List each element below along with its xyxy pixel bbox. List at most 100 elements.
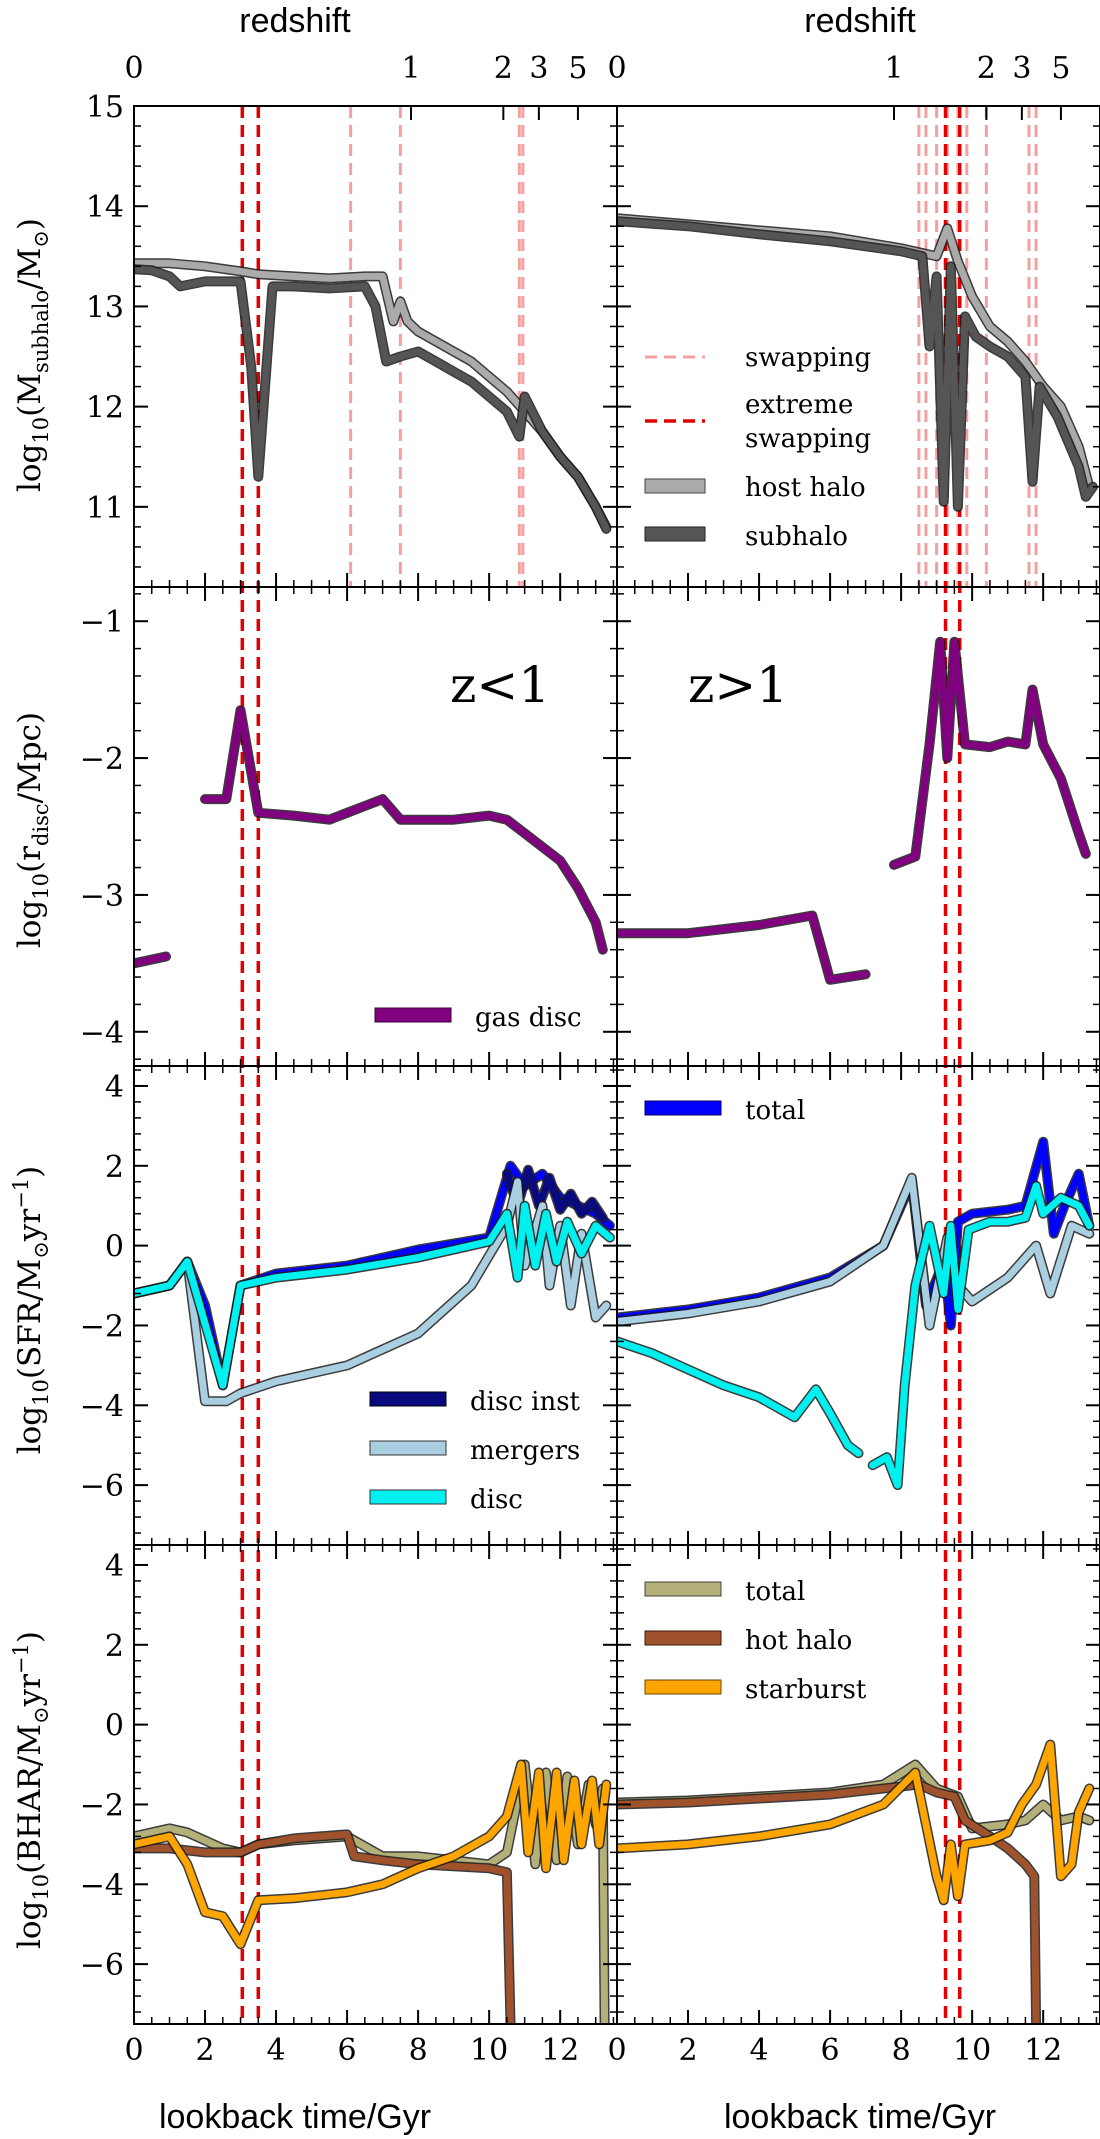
ytick-label: 0 [105,1230,124,1265]
series-line-hot-halo [134,1830,514,2024]
xtick-label: 6 [821,2033,840,2068]
series-outline-gas-disc [889,636,1091,870]
ylabel-bhar: log10(BHAR/M⊙yr−1) [9,1631,53,1949]
legend-label-extreme-line1: extreme [745,390,853,420]
redshift-tick-label: 1 [401,51,420,86]
panel-series-disc_radius-1 [617,636,1091,985]
ytick-label: 15 [86,90,124,125]
ytick-label: −6 [80,1948,124,1983]
xtick-label: 12 [541,2033,579,2068]
legend-label-mergers: mergers [470,1436,580,1466]
series-line-gas-disc [134,953,170,967]
legend-swatch-starburst [644,1679,722,1695]
legend-label-gas-disc: gas disc [475,1003,582,1033]
ytick-label: 13 [86,290,124,325]
legend-layer: swapping extreme swapping host halo subh… [369,343,871,1705]
series-line-disc [617,1337,862,1457]
redshift-tick-label: 1 [884,51,903,86]
panel-series-halo_mass-0 [134,258,612,534]
legend-swatch-hot-halo [644,1630,722,1646]
xtick-label: 10 [953,2033,991,2068]
top-axis-label-right: redshift [804,2,916,40]
legend-swatch-disc [369,1489,447,1505]
redshift-tick-label: 5 [568,51,587,86]
legend-swatch-bhar-total [644,1581,722,1597]
series-outline-subhalo [134,264,612,534]
redshift-tick-label: 0 [124,51,143,86]
series-line-gas-disc [201,706,607,954]
panel-series-bhar-0 [134,1759,612,2024]
redshift-tick-label: 3 [529,51,548,86]
ytick-label: 14 [86,190,124,225]
legend-label-subhalo: subhalo [745,522,848,552]
series-outline-mergers [134,1176,612,1407]
legend-label-swapping: swapping [745,343,871,373]
xtick-label: 4 [750,2033,769,2068]
panel-frame [616,1544,1100,2025]
series-line-starburst [134,1761,610,1948]
legend-label-disc-inst: disc inst [470,1387,581,1417]
series-outline-gas-disc [200,705,608,955]
panel-series-bhar-1 [617,1739,1095,2024]
series-line-mergers [617,1174,1093,1329]
legend-swatch-sfr-total [644,1100,722,1116]
legend-label-disc: disc [470,1485,523,1515]
series-outline-total [617,1136,1095,1331]
series-line-disc [869,1182,1093,1489]
xtick-label: 2 [678,2033,697,2068]
ytick-label: 4 [105,1549,124,1584]
legend-swatch-host-halo [644,478,706,494]
panel-series-sfr-1 [617,1136,1095,1491]
bottom-axis-label-left: lookback time/Gyr [159,2098,431,2136]
legend-swatch-mergers [369,1440,447,1456]
ytick-label: 4 [105,1070,124,1105]
ytick-label: −6 [80,1469,124,1504]
legend-label-starburst: starburst [745,1675,867,1705]
ylabel-halo-mass: log10(Msubhalo/M⊙) [12,218,53,492]
xtick-label: 4 [267,2033,286,2068]
xtick-label: 8 [409,2033,428,2068]
series-line-subhalo [617,217,1097,511]
ytick-label: 11 [86,491,124,526]
series-line-gas-disc [890,638,1090,869]
panel-series-halo_mass-1 [617,213,1098,512]
ytick-label: 2 [105,1629,124,1664]
redshift-tick-label: 2 [494,51,513,86]
legend-label-extreme-line2: swapping [745,424,871,454]
ytick-label: −3 [80,879,124,914]
panel-label-high-z: z>1 [688,656,788,714]
legend-label-bhar-total: total [745,1577,805,1607]
ytick-label: −2 [80,742,124,777]
ytick-label: 12 [86,391,124,426]
redshift-tick-label: 0 [607,51,626,86]
series-line-mergers [134,1178,610,1405]
xtick-label: 2 [195,2033,214,2068]
ytick-label: −4 [80,1389,124,1424]
redshift-tick-label: 2 [977,51,996,86]
ytick-label: 2 [105,1150,124,1185]
ytick-label: −1 [80,605,124,640]
series-line-hot-halo [617,1781,1040,2024]
xtick-label: 10 [470,2033,508,2068]
redshift-tick-label: 5 [1051,51,1070,86]
panel-label-low-z: z<1 [450,656,550,714]
redshift-tick-label: 3 [1012,51,1031,86]
ytick-label: 0 [105,1709,124,1744]
panel-series-disc_radius-0 [134,705,608,969]
series-outline-mergers [617,1172,1095,1331]
legend-label-sfr-total: total [745,1096,805,1126]
legend-swatch-disc-inst [369,1391,447,1407]
legend-swatch-subhalo [644,526,706,542]
xtick-label: 8 [892,2033,911,2068]
panel-frame [133,105,618,588]
series-line-disc [134,1202,614,1389]
legend-label-host-halo: host halo [745,473,866,503]
xtick-label: 0 [124,2033,143,2068]
series-line-subhalo [134,265,610,533]
xtick-label: 12 [1024,2033,1062,2068]
series-line-gas-disc [617,912,870,984]
ylabel-sfr: log10(SFR/M⊙yr−1) [9,1166,53,1455]
ytick-label: −4 [80,1868,124,1903]
